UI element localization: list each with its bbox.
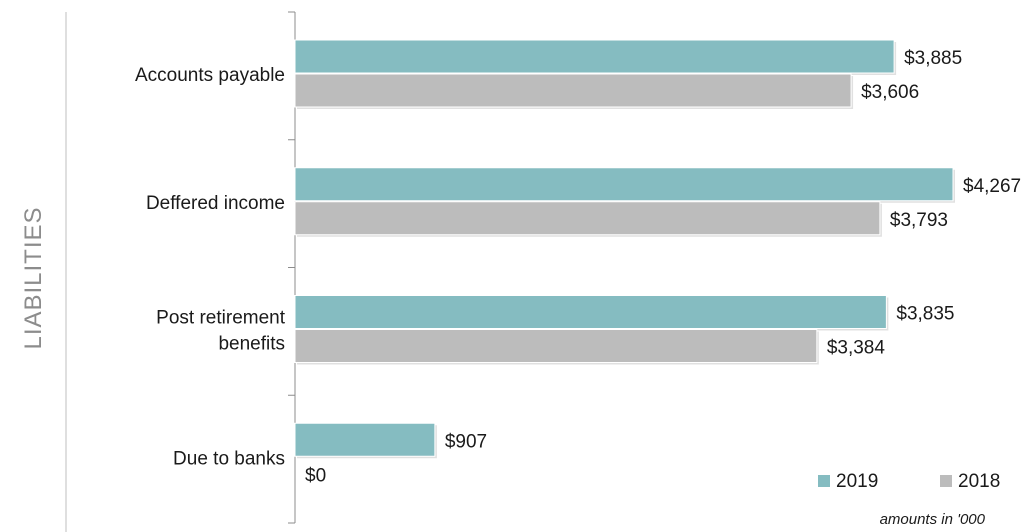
bar-2019 (294, 167, 954, 202)
legend: 2019 2018 (818, 471, 1000, 492)
bar-2019 (294, 295, 887, 329)
data-label: $4,267 (963, 176, 1021, 197)
category-label: benefits (218, 334, 285, 355)
category-label: Post retirement (156, 308, 286, 329)
data-label: $3,835 (896, 304, 954, 325)
legend-swatch-2019 (818, 475, 830, 487)
category-label: Due to banks (173, 448, 285, 469)
bar-2018 (294, 201, 881, 236)
bar-2018 (294, 73, 852, 108)
legend-swatch-2018 (940, 475, 952, 487)
data-labels: $3,885 $3,606 $4,267 $3,793 $3,835 $3,384 $907… (305, 48, 1021, 486)
legend-label: 2018 (958, 471, 1000, 492)
category-labels: Accounts payable Deffered income Post reti… (135, 65, 286, 469)
data-label: $3,793 (890, 210, 948, 231)
units-note: amounts in '000 (880, 511, 986, 528)
data-label: $907 (445, 431, 487, 452)
data-label: $0 (305, 465, 326, 486)
bar-2019 (294, 422, 436, 457)
section-label: LIABILITIES (20, 206, 47, 349)
data-label: $3,384 (827, 338, 886, 359)
bars (294, 39, 955, 459)
category-axis (288, 11, 296, 524)
category-label: Deffered income (146, 193, 285, 214)
bar-2018 (294, 329, 818, 363)
data-label: $3,885 (904, 48, 962, 69)
category-label: Accounts payable (135, 65, 285, 86)
bar-2019 (294, 39, 895, 74)
data-label: $3,606 (861, 82, 919, 103)
legend-label: 2019 (836, 471, 878, 492)
